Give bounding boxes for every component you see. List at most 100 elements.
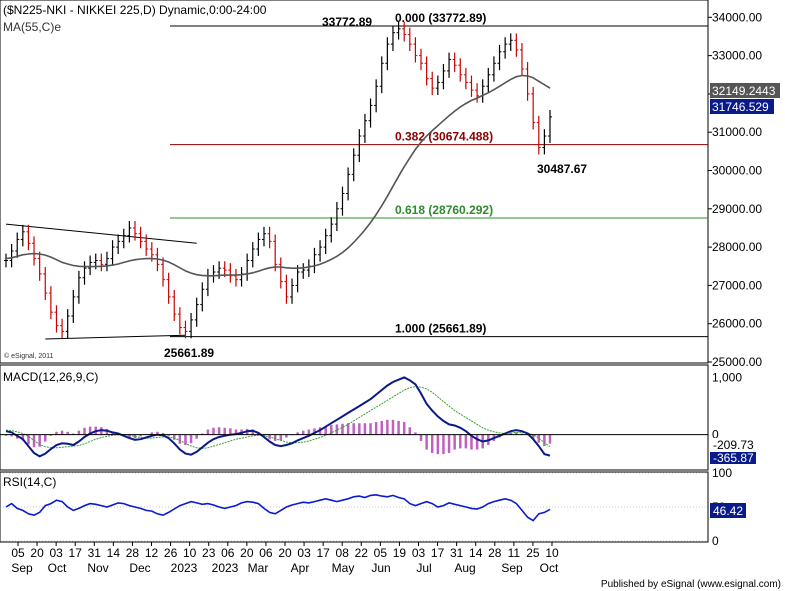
price-bar — [20, 224, 25, 247]
price-bar — [486, 67, 491, 94]
rsi-ytick-label: 100 — [712, 466, 732, 480]
macd-histogram — [4, 419, 552, 455]
macd-ytick-label: 0 — [712, 428, 719, 442]
x-axis-ticks: 05 20 03 17 31 14 28 12 26 10 23 06 20 06 20 03 17 08 22 05… — [11, 542, 559, 575]
price-bar — [172, 290, 177, 322]
price-bar — [32, 236, 37, 266]
trendline — [45, 334, 186, 340]
last-price-value: 31746.529 — [712, 100, 769, 114]
price-bar — [419, 48, 424, 71]
macd-value-badge — [710, 452, 756, 464]
price-bar — [132, 221, 137, 241]
ma-value-badge — [710, 83, 780, 98]
price-bar — [469, 75, 474, 97]
x-tick-label: 08 — [336, 546, 350, 560]
x-tick-label: 19 — [393, 546, 407, 560]
price-bar — [340, 186, 345, 216]
price-bar — [194, 297, 199, 327]
price-bar — [531, 87, 536, 130]
x-tick-label: 03 — [297, 546, 311, 560]
price-bar — [447, 52, 452, 78]
price-bar — [497, 44, 502, 71]
price-bar — [295, 265, 300, 293]
trendline — [5, 223, 197, 244]
price-bar — [250, 242, 255, 268]
price-bar — [121, 228, 126, 249]
price-bar — [379, 56, 384, 94]
x-tick-label: 03 — [49, 546, 63, 560]
price-bar — [177, 307, 182, 335]
x-month-label: Jun — [371, 561, 390, 575]
price-bar — [65, 309, 70, 339]
rsi-value-badge — [710, 503, 746, 518]
price-bar — [15, 232, 20, 258]
rsi-ytick-label: 0 — [712, 534, 719, 548]
x-month-label: Sep — [501, 561, 523, 575]
x-tick-label: 14 — [469, 546, 483, 560]
x-tick-label: 26 — [164, 546, 178, 560]
x-tick-label: 28 — [488, 546, 502, 560]
price-ytick-label: 28000.00 — [712, 240, 762, 254]
price-ytick-label: 27000.00 — [712, 278, 762, 292]
ma-value: 32149.2443 — [712, 84, 776, 98]
rsi-value: 46.42 — [713, 504, 743, 518]
price-bar — [318, 240, 323, 262]
x-tick-label: 17 — [69, 546, 83, 560]
price-bar — [200, 282, 205, 312]
rsi-title: RSI(14,C) — [3, 475, 56, 489]
price-bar — [402, 21, 407, 42]
x-month-label: Nov — [87, 561, 108, 575]
price-bar — [233, 268, 238, 287]
price-bar — [430, 71, 435, 96]
price-bar — [346, 167, 351, 201]
ma-line — [5, 74, 551, 277]
price-ytick-label: 25000.00 — [712, 355, 762, 369]
macd-value: -365.87 — [713, 451, 754, 465]
macd-ytick-label: 1,000 — [712, 370, 742, 384]
x-tick-label: 31 — [450, 546, 464, 560]
price-bar — [323, 228, 328, 254]
x-month-label: Mar — [248, 561, 269, 575]
price-bar — [205, 268, 210, 297]
rsi-gridlines — [0, 472, 708, 542]
price-bar — [161, 257, 166, 287]
price-bar — [82, 261, 87, 285]
x-tick-label: 03 — [412, 546, 426, 560]
price-bar — [54, 305, 59, 333]
price-bar — [189, 312, 194, 339]
price-ytick-label: 30000.00 — [712, 164, 762, 178]
price-bar — [60, 318, 65, 339]
price-bar — [116, 234, 121, 254]
x-tick-label: 31 — [88, 546, 102, 560]
ma-label: MA(55,C)e — [3, 20, 61, 34]
price-bar — [334, 201, 339, 232]
macd-panel-frame — [0, 364, 709, 471]
macd-line — [5, 376, 551, 458]
price-bar — [104, 251, 109, 272]
x-month-label: Oct — [540, 561, 559, 575]
price-bar — [99, 253, 104, 272]
price-bar — [508, 33, 513, 52]
price-bar — [88, 255, 93, 276]
x-tick-label: 10 — [545, 546, 559, 560]
price-bar — [43, 267, 48, 300]
price-bar — [284, 274, 289, 304]
price-bar — [290, 278, 295, 304]
x-month-label: Dec — [129, 561, 150, 575]
fibonacci-levels: 0.000 (33772.89) 0.382 (30674.488) 0.618 (… — [170, 11, 708, 338]
x-tick-label: 20 — [30, 546, 44, 560]
price-bar — [211, 265, 216, 283]
recent-low-label: 30487.67 — [537, 162, 587, 176]
copyright-note: © eSignal, 2011 — [4, 352, 54, 360]
price-bar — [110, 240, 115, 266]
price-bar — [267, 226, 272, 249]
price-ytick-label: 34000.00 — [712, 10, 762, 24]
price-ytick-label: 26000.00 — [712, 317, 762, 331]
price-bar — [542, 129, 547, 155]
last-price-badge — [710, 99, 774, 114]
price-bar — [503, 37, 508, 59]
x-tick-label: 05 — [11, 546, 25, 560]
price-bar — [306, 259, 311, 277]
price-panel-frame — [0, 0, 709, 364]
price-bar — [385, 37, 390, 71]
